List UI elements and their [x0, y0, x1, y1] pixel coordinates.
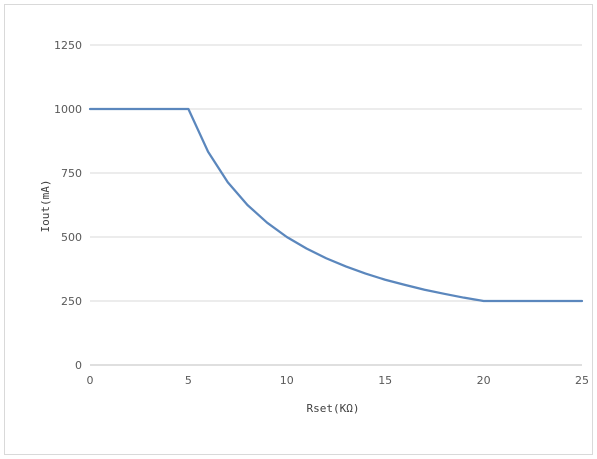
y-axis-title: Iout(mA): [39, 180, 52, 233]
y-tick-label-0: 0: [75, 359, 82, 372]
x-tick-label-4: 20: [477, 374, 491, 387]
chart-frame: [4, 4, 593, 455]
y-tick-label-4: 1000: [54, 103, 82, 116]
y-tick-label-3: 750: [61, 167, 82, 180]
y-tick-label-2: 500: [61, 231, 82, 244]
x-tick-label-5: 25: [575, 374, 589, 387]
x-tick-label-1: 5: [185, 374, 192, 387]
x-tick-label-2: 10: [280, 374, 294, 387]
x-axis-title: Rset(KΩ): [307, 402, 360, 415]
y-tick-label-1: 250: [61, 295, 82, 308]
x-tick-label-0: 0: [87, 374, 94, 387]
series-line-0: [88, 107, 584, 303]
x-tick-label-3: 15: [378, 374, 392, 387]
y-tick-label-5: 1250: [54, 39, 82, 52]
